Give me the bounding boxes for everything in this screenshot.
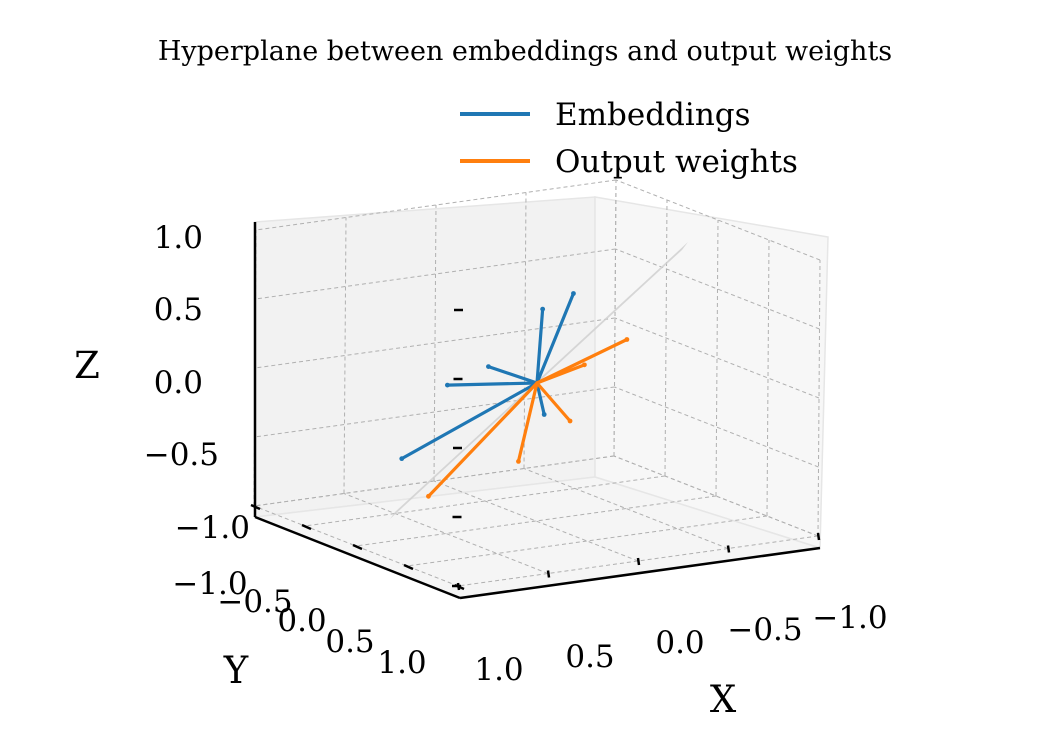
y-tick xyxy=(403,563,414,571)
gridline xyxy=(304,475,666,527)
gridline xyxy=(614,386,819,468)
embedding-arrow xyxy=(535,381,546,417)
z-tick-label: −1.0 xyxy=(175,510,250,546)
gridline xyxy=(255,248,616,300)
y-tick xyxy=(352,543,363,551)
x-axis-label: X xyxy=(710,678,737,721)
x-tick-label: 0.0 xyxy=(655,625,704,661)
gridline xyxy=(613,455,819,537)
y-tick-label: −1.0 xyxy=(172,566,247,602)
z-tick-label: −0.5 xyxy=(144,437,219,473)
x-tick xyxy=(636,557,641,566)
gridline xyxy=(253,455,615,507)
legend-label-embeddings: Embeddings xyxy=(555,97,751,133)
x-tick xyxy=(816,532,821,541)
output-weight-arrow-tip xyxy=(624,337,630,342)
embedding-arrow-tip xyxy=(540,306,546,312)
output-weight-arrow xyxy=(535,381,572,423)
gridline xyxy=(615,248,820,330)
z-tick-label: 0.0 xyxy=(154,365,203,401)
embedding-arrow-tip xyxy=(541,412,547,417)
x-tick-label: −1.0 xyxy=(812,600,887,636)
gridline xyxy=(255,179,617,231)
z-tick-labels: 1.0 0.5 0.0 −0.5 −1.0 xyxy=(144,220,250,546)
y-tick xyxy=(250,503,261,511)
arrows xyxy=(399,291,630,499)
embedding-arrow xyxy=(400,381,539,461)
axis-lines xyxy=(253,222,821,600)
output-weight-arrow xyxy=(516,381,539,463)
x-tick xyxy=(456,582,461,591)
gridline xyxy=(254,386,615,438)
legend: Embeddings Output weights xyxy=(460,97,798,180)
y-axis-label: Y xyxy=(223,649,249,692)
output-weight-arrow-tip xyxy=(582,362,587,368)
y-tick-labels: −1.0 −0.5 0.0 0.5 1.0 xyxy=(172,566,426,681)
gridline xyxy=(343,493,549,574)
embedding-arrow xyxy=(535,291,576,385)
x-tick-label: 0.5 xyxy=(565,639,614,675)
embedding-arrow xyxy=(486,365,539,385)
y-tick-label: 1.0 xyxy=(377,645,426,681)
output-weight-arrow-tip xyxy=(516,459,521,464)
back-left-pane xyxy=(254,196,596,518)
z-tick-label: 1.0 xyxy=(154,220,203,256)
y-tick-label: 0.5 xyxy=(325,624,374,660)
z-tick-label: 0.5 xyxy=(154,292,203,328)
tick-marks xyxy=(250,308,821,591)
embedding-arrow xyxy=(445,381,539,387)
y-axis-line xyxy=(254,515,461,600)
x-axis-line xyxy=(459,546,821,600)
embedding-arrow-tip xyxy=(399,456,405,462)
gridline xyxy=(615,179,821,261)
gridline xyxy=(433,480,639,562)
gridline xyxy=(457,535,819,587)
gridline xyxy=(523,468,729,549)
axes-panes xyxy=(254,196,829,599)
output-weight-arrow xyxy=(426,381,539,498)
y-tick xyxy=(301,523,312,531)
z-axis-label: Z xyxy=(74,344,100,387)
x-tick xyxy=(546,570,551,578)
legend-label-output-weights: Output weights xyxy=(555,144,798,180)
gridline xyxy=(614,317,820,399)
gridline xyxy=(355,495,717,547)
y-tick-label: 0.0 xyxy=(277,603,326,639)
output-weight-arrow-tip xyxy=(567,418,573,424)
gridline xyxy=(253,505,459,587)
embedding-arrow-tip xyxy=(445,382,450,388)
y-tick-label: −0.5 xyxy=(217,584,292,620)
embedding-arrow xyxy=(535,307,545,385)
embedding-arrow-tip xyxy=(486,364,491,369)
grid-lines xyxy=(253,179,821,587)
x-tick-labels: 1.0 0.5 0.0 −0.5 −1.0 xyxy=(474,600,887,688)
x-tick xyxy=(726,545,731,553)
embedding-arrow-tip xyxy=(571,291,576,296)
output-weight-arrow-tip xyxy=(426,493,431,499)
output-weight-arrow xyxy=(535,363,587,385)
gridline xyxy=(406,515,768,567)
gridline xyxy=(254,317,616,369)
x-tick-label: 1.0 xyxy=(474,652,523,688)
chart-title: Hyperplane between embeddings and output… xyxy=(158,36,892,67)
x-tick-label: −0.5 xyxy=(727,612,802,648)
